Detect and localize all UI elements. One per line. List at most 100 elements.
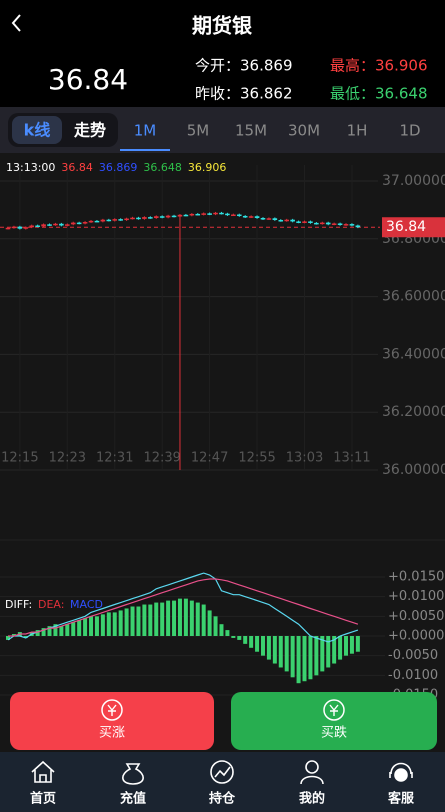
candle-body [319, 222, 325, 225]
candle-body [308, 221, 313, 223]
candle-body [213, 212, 218, 215]
x-tick-label: 13:03 [286, 451, 323, 466]
macd-bar [148, 604, 153, 636]
candle-body [331, 223, 337, 225]
candle-body [70, 222, 76, 225]
chart-bg [0, 153, 445, 692]
dea-label: DEA: [38, 598, 64, 611]
mode-tab[interactable]: k线 [24, 121, 51, 140]
interval-tab[interactable]: 30M [288, 122, 320, 140]
candle-body [106, 219, 112, 222]
nav-item[interactable]: 首页 [30, 791, 56, 807]
buy-down-label: 买跌 [321, 725, 347, 741]
candle-body [183, 214, 189, 217]
macd-bar [142, 604, 147, 636]
candle-body [337, 223, 343, 225]
buy-down-button[interactable] [231, 692, 437, 750]
nav-icons [31, 760, 413, 785]
y-tick-label: -0.0100 [388, 668, 438, 683]
candle-body [177, 214, 183, 217]
candle-body [225, 213, 230, 216]
candle-body [159, 216, 165, 218]
mode-tab[interactable]: 走势 [73, 121, 106, 140]
macd-bar [308, 636, 313, 680]
nav-bar [0, 752, 445, 812]
position-icon [214, 766, 231, 778]
y-tick-label: -0.0050 [388, 648, 438, 663]
macd-bar [172, 600, 177, 636]
interval-tab[interactable]: 5M [187, 122, 210, 140]
legend-open: 36.869 [99, 161, 138, 174]
x-tick-label: 12:31 [96, 451, 133, 466]
candle-body [41, 224, 46, 227]
x-tick-label: 12:47 [191, 451, 228, 466]
header-bg [0, 0, 445, 107]
macd-bar [338, 636, 343, 660]
candle-body [343, 224, 349, 226]
candle-body [153, 216, 159, 218]
high-price: 最高：36.906 [330, 57, 428, 75]
back-button[interactable] [11, 14, 21, 32]
open-price: 今开：36.869 [195, 57, 293, 75]
legend-time: 13:13:00 [6, 161, 55, 174]
legend-low: 36.648 [143, 161, 182, 174]
nav-item[interactable]: 充值 [120, 791, 146, 807]
macd-bar [106, 612, 111, 636]
macd-bar [255, 636, 260, 652]
macd-bar [195, 602, 200, 636]
macd-bar [225, 630, 230, 636]
diff-line [7, 572, 359, 643]
legend-high: 36.906 [188, 161, 227, 174]
candle-body [272, 218, 278, 221]
legend-close: 36.84 [61, 161, 93, 174]
dea-line [8, 578, 359, 637]
macd-bar [177, 598, 182, 636]
macd-bar [83, 618, 88, 636]
macd-bar [59, 626, 64, 636]
macd-bar [11, 634, 16, 636]
candle-body [290, 219, 295, 222]
yuan-icon [329, 704, 339, 716]
mine-icon [305, 760, 319, 774]
macd-bar [41, 628, 46, 636]
y-tick-label: 36.40000 [382, 346, 445, 362]
interval-tab[interactable]: 1H [347, 122, 368, 140]
macd-bar [124, 608, 129, 636]
candle-body [349, 224, 355, 226]
interval-tab[interactable]: 15M [235, 122, 267, 140]
x-tick-label: 13:11 [333, 451, 370, 466]
x-tick-label: 12:39 [143, 451, 180, 466]
interval-tab[interactable]: 1D [399, 122, 420, 140]
candle-body [248, 216, 254, 218]
nav-item[interactable]: 客服 [388, 791, 415, 807]
candle-body [302, 221, 307, 223]
macd-bar [100, 614, 105, 636]
yuan-icon [323, 699, 345, 721]
y-tick-label: +0.0150 [388, 570, 444, 585]
candle-body [5, 227, 11, 230]
candle-body [53, 223, 58, 226]
candle-body [284, 219, 290, 222]
macd-bar [207, 610, 212, 636]
home-icon [31, 760, 55, 783]
macd-bar [219, 624, 224, 636]
nav-item[interactable]: 持仓 [209, 791, 236, 807]
candle-body [130, 217, 135, 220]
y-tick-label: +0.0100 [388, 589, 444, 604]
candle-body [124, 218, 129, 221]
buy-up-button[interactable] [10, 692, 214, 750]
macd-bar [112, 612, 117, 636]
macd-bar [130, 606, 135, 636]
candle-body [100, 219, 106, 222]
service-icon [389, 762, 413, 778]
macd-bar [314, 636, 319, 676]
candle-body [296, 221, 301, 223]
prev-close: 昨收：36.862 [195, 85, 293, 103]
last-price-label: 36.84 [386, 219, 426, 235]
macd-bar [302, 636, 307, 682]
macd-bar [266, 636, 271, 660]
nav-item[interactable]: 我的 [299, 791, 325, 807]
candle-body [242, 215, 248, 218]
interval-tab[interactable]: 1M [134, 122, 157, 140]
macd-bar [77, 620, 82, 636]
